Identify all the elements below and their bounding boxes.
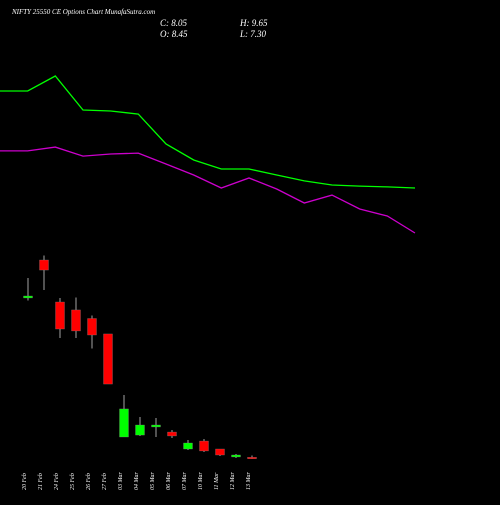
x-tick-label: 03 Mar (118, 472, 124, 490)
candle-body (247, 457, 257, 459)
candle-body (167, 431, 177, 437)
candle-body (135, 424, 145, 436)
x-tick-label: 13 Mar (246, 472, 252, 490)
candle-body (71, 309, 81, 332)
x-tick-label: 10 Mar (198, 472, 204, 490)
x-tick-label: 27 Feb (102, 473, 108, 490)
open-label: O: 8.45 (160, 29, 188, 39)
x-tick-label: 26 Feb (86, 473, 92, 490)
x-tick-label: 21 Feb (38, 473, 44, 490)
candle-body (39, 259, 49, 271)
candle-body (215, 448, 225, 456)
x-tick-label: 05 Mar (150, 472, 156, 490)
x-tick-label: 07 Mar (182, 472, 188, 490)
low-label: L: 7.30 (239, 29, 267, 39)
x-tick-label: 04 Mar (133, 472, 140, 490)
chart-title: NIFTY 25550 CE Options Chart MunafaSutra… (11, 8, 155, 16)
x-tick-label: 06 Mar (166, 472, 172, 490)
x-tick-label: 12 Mar (230, 472, 236, 490)
candle-body (87, 318, 97, 336)
close-label: C: 8.05 (160, 18, 188, 28)
candle-body (151, 424, 161, 428)
candle-body (55, 301, 65, 330)
x-tick-label: 25 Feb (70, 473, 76, 490)
candle-body (231, 454, 241, 458)
candle-body (199, 440, 209, 452)
candle-body (103, 333, 113, 385)
x-tick-label: 24 Feb (53, 473, 60, 490)
candle-body (23, 295, 33, 299)
x-tick-label: 11 Mar (214, 472, 220, 490)
candle-body (119, 408, 129, 438)
x-tick-label: 20 Feb (22, 473, 28, 490)
candle-body (183, 442, 193, 450)
ma-line (0, 75, 416, 189)
high-label: H: 9.65 (239, 18, 268, 28)
ma-line (0, 146, 416, 234)
